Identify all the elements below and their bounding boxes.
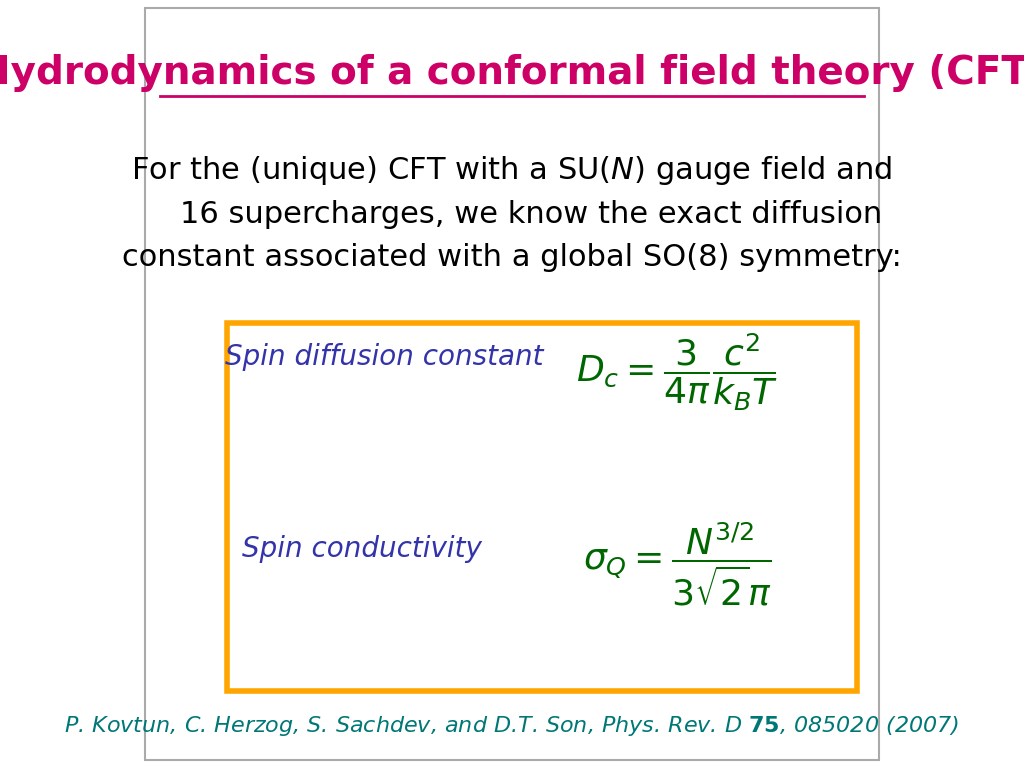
FancyBboxPatch shape bbox=[227, 323, 857, 691]
Text: Hydrodynamics of a conformal field theory (CFT): Hydrodynamics of a conformal field theor… bbox=[0, 54, 1024, 91]
Text: $\sigma_Q = \dfrac{N^{3/2}}{3\sqrt{2}\pi}$: $\sigma_Q = \dfrac{N^{3/2}}{3\sqrt{2}\pi… bbox=[583, 521, 771, 608]
Text: For the (unique) CFT with a SU($N$) gauge field and
    16 supercharges, we know: For the (unique) CFT with a SU($N$) gaug… bbox=[122, 154, 902, 272]
Text: P. Kovtun, C. Herzog, S. Sachdev, and D.T. Son, Phys. Rev. D $\mathbf{75}$, 0850: P. Kovtun, C. Herzog, S. Sachdev, and D.… bbox=[65, 713, 959, 738]
Text: Spin conductivity: Spin conductivity bbox=[242, 535, 482, 563]
FancyBboxPatch shape bbox=[144, 8, 880, 760]
Text: $D_c = \dfrac{3}{4\pi} \dfrac{c^2}{k_B T}$: $D_c = \dfrac{3}{4\pi} \dfrac{c^2}{k_B T… bbox=[575, 332, 778, 413]
Text: Spin diffusion constant: Spin diffusion constant bbox=[225, 343, 544, 371]
